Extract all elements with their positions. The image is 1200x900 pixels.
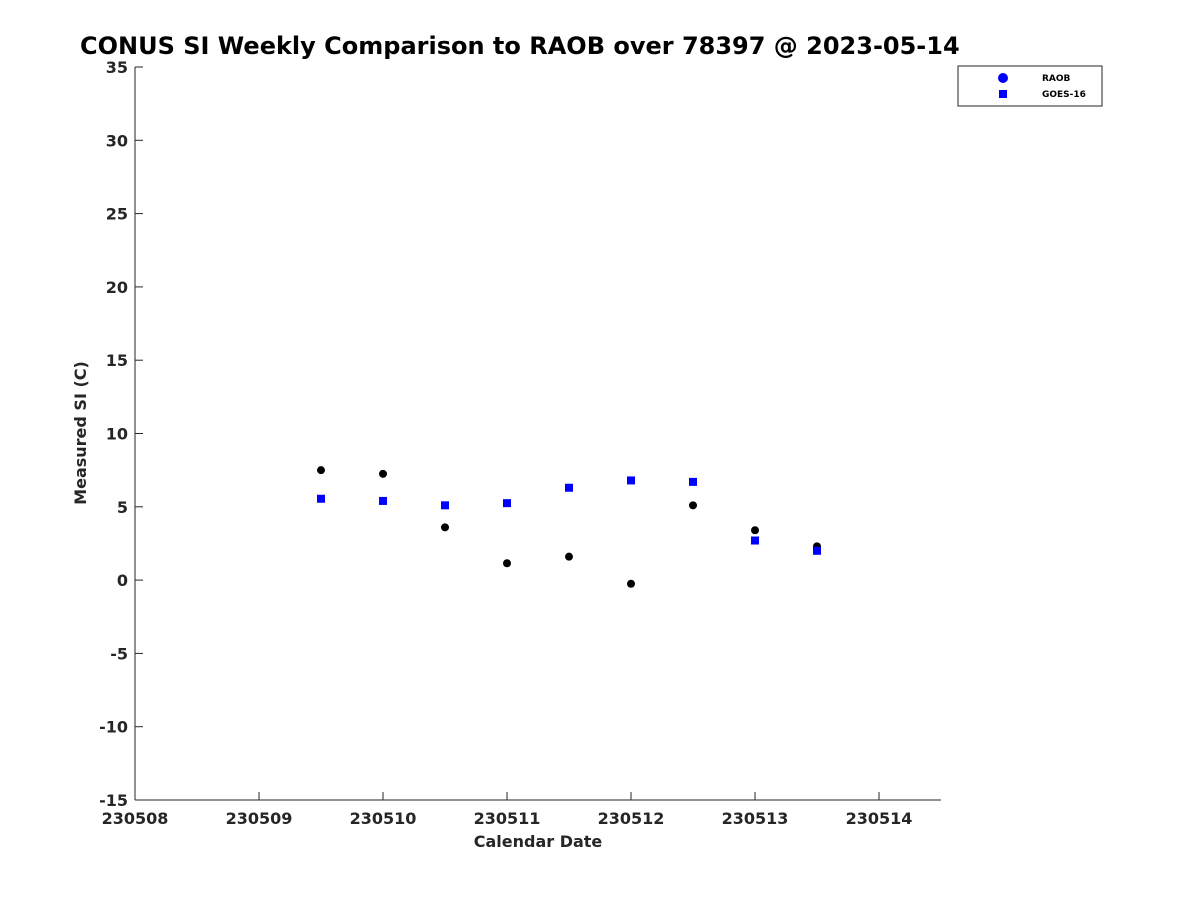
y-tick-label: 35: [106, 58, 128, 77]
y-tick-label: 20: [106, 278, 128, 297]
x-tick-label: 230510: [350, 809, 417, 828]
data-point-goes16: [751, 536, 759, 545]
data-point-raob: [503, 559, 511, 568]
legend-box: [957, 65, 1103, 107]
data-point-goes16: [627, 476, 635, 485]
y-tick-label: 10: [106, 425, 128, 444]
legend: RAOB GOES-16: [957, 65, 1103, 107]
legend-label: GOES-16: [1042, 90, 1086, 100]
data-point-goes16: [689, 477, 697, 486]
y-axis-label: Measured SI (C): [71, 361, 90, 505]
x-tick-label: 230508: [102, 809, 169, 828]
chart-title: CONUS SI Weekly Comparison to RAOB over …: [80, 32, 960, 60]
data-point-goes16: [565, 483, 573, 492]
data-point-goes16: [379, 496, 387, 505]
plot-area: -15 -10 -5 0 5 10 15 20 25 30 35 230508 230509 230510…: [99, 58, 941, 828]
y-tick-label: 30: [106, 131, 128, 150]
data-point-goes16: [813, 546, 821, 555]
x-tick-label: 230513: [722, 809, 789, 828]
data-point-goes16: [503, 499, 511, 508]
y-tick-label: 25: [106, 205, 128, 224]
x-axis-label: Calendar Date: [474, 832, 603, 851]
data-point-raob: [751, 526, 759, 535]
data-point-goes16: [317, 494, 325, 503]
data-point-raob: [317, 466, 325, 475]
x-tick-label: 230512: [598, 809, 665, 828]
y-tick-label: 0: [117, 571, 128, 590]
data-point-raob: [565, 552, 573, 561]
legend-label: RAOB: [1042, 74, 1071, 84]
data-point-raob: [627, 579, 635, 588]
y-tick-label: -10: [99, 718, 128, 737]
x-tick-label: 230514: [846, 809, 913, 828]
legend-marker-raob: [998, 73, 1008, 83]
y-tick-label: 5: [117, 498, 128, 517]
data-point-goes16: [441, 501, 449, 510]
y-tick-label: -15: [99, 791, 128, 810]
data-point-raob: [689, 501, 697, 510]
legend-marker-goes16: [999, 90, 1007, 98]
y-tick-label: -5: [110, 644, 128, 663]
x-tick-label: 230511: [474, 809, 541, 828]
data-point-raob: [441, 523, 449, 532]
data-point-raob: [379, 469, 387, 478]
x-tick-label: 230509: [226, 809, 293, 828]
y-tick-label: 15: [106, 351, 128, 370]
